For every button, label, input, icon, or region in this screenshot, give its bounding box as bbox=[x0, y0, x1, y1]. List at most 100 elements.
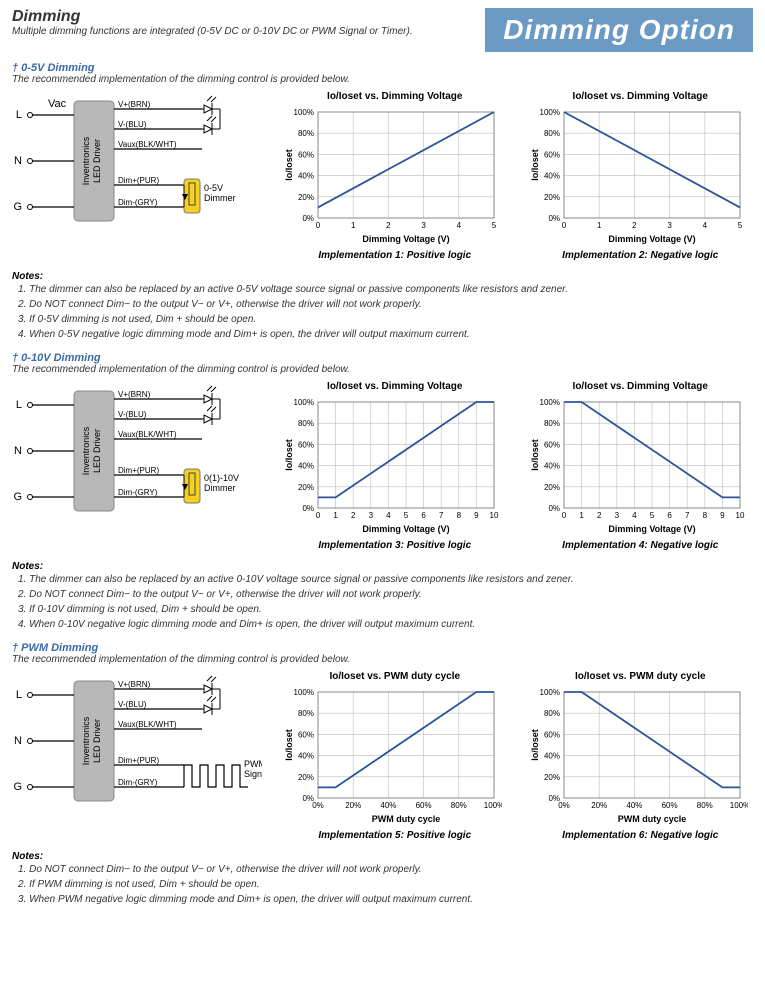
svg-text:3: 3 bbox=[369, 511, 374, 520]
svg-text:Io/Ioset: Io/Ioset bbox=[530, 149, 540, 181]
svg-text:40%: 40% bbox=[543, 752, 559, 761]
svg-text:Dimming Voltage (V): Dimming Voltage (V) bbox=[608, 234, 695, 244]
svg-text:5: 5 bbox=[404, 511, 409, 520]
svg-text:0-5V: 0-5V bbox=[204, 183, 223, 193]
chart-caption: Implementation 6: Negative logic bbox=[528, 830, 754, 841]
svg-text:G: G bbox=[13, 201, 22, 213]
note-item: 4. When 0-10V negative logic dimming mod… bbox=[18, 617, 753, 632]
svg-text:20%: 20% bbox=[298, 193, 314, 202]
svg-text:20%: 20% bbox=[345, 801, 361, 810]
svg-text:100%: 100% bbox=[294, 688, 314, 697]
note-item: 2. Do NOT connect Dim− to the output V− … bbox=[18, 587, 753, 602]
note-item: 3. When PWM negative logic dimming mode … bbox=[18, 892, 753, 907]
svg-text:4: 4 bbox=[457, 221, 462, 230]
svg-text:PWM duty cycle: PWM duty cycle bbox=[617, 814, 686, 824]
svg-text:4: 4 bbox=[386, 511, 391, 520]
svg-text:20%: 20% bbox=[543, 193, 559, 202]
chart: 0%20%40%60%80%100%012345Dimming Voltage … bbox=[282, 106, 502, 246]
svg-text:Dim+(PUR): Dim+(PUR) bbox=[118, 176, 159, 185]
svg-text:V-(BLU): V-(BLU) bbox=[118, 120, 147, 129]
svg-text:5: 5 bbox=[737, 221, 742, 230]
svg-text:6: 6 bbox=[667, 511, 672, 520]
svg-text:Io/Ioset: Io/Ioset bbox=[530, 439, 540, 471]
svg-text:0: 0 bbox=[316, 221, 321, 230]
svg-text:4: 4 bbox=[632, 511, 637, 520]
svg-text:3: 3 bbox=[667, 221, 672, 230]
svg-text:8: 8 bbox=[702, 511, 707, 520]
svg-text:60%: 60% bbox=[661, 801, 677, 810]
notes-heading: Notes: bbox=[12, 851, 753, 862]
svg-text:10: 10 bbox=[490, 511, 499, 520]
svg-text:Io/Ioset: Io/Ioset bbox=[530, 729, 540, 761]
chart: 0%20%40%60%80%100%0%20%40%60%80%100%PWM … bbox=[282, 686, 502, 826]
svg-text:6: 6 bbox=[421, 511, 426, 520]
note-item: 1. Do NOT connect Dim− to the output V− … bbox=[18, 862, 753, 877]
chart: 0%20%40%60%80%100%012345678910Dimming Vo… bbox=[282, 396, 502, 536]
chart-caption: Implementation 1: Positive logic bbox=[282, 250, 508, 261]
wiring-diagram: InventronicsLED DriverLNGV+(BRN)V-(BLU)V… bbox=[12, 381, 262, 521]
svg-text:80%: 80% bbox=[543, 709, 559, 718]
section-intro: The recommended implementation of the di… bbox=[12, 74, 753, 85]
svg-text:0%: 0% bbox=[558, 801, 570, 810]
svg-text:100%: 100% bbox=[729, 801, 747, 810]
svg-text:10: 10 bbox=[735, 511, 744, 520]
svg-text:Dimmer: Dimmer bbox=[204, 193, 236, 203]
svg-text:0%: 0% bbox=[548, 504, 560, 513]
svg-text:80%: 80% bbox=[451, 801, 467, 810]
svg-text:40%: 40% bbox=[298, 172, 314, 181]
chart-block: Io/Ioset vs. PWM duty cycle0%20%40%60%80… bbox=[528, 671, 754, 841]
svg-text:3: 3 bbox=[421, 221, 426, 230]
svg-text:Inventronics: Inventronics bbox=[81, 426, 91, 475]
svg-text:80%: 80% bbox=[696, 801, 712, 810]
svg-text:20%: 20% bbox=[298, 483, 314, 492]
svg-text:Inventronics: Inventronics bbox=[81, 716, 91, 765]
note-item: 1. The dimmer can also be replaced by an… bbox=[18, 572, 753, 587]
svg-text:100%: 100% bbox=[539, 398, 559, 407]
svg-text:Dim-(GRY): Dim-(GRY) bbox=[118, 198, 158, 207]
svg-text:80%: 80% bbox=[543, 419, 559, 428]
svg-text:80%: 80% bbox=[543, 129, 559, 138]
svg-text:L: L bbox=[16, 109, 22, 121]
svg-text:0%: 0% bbox=[548, 214, 560, 223]
svg-text:20%: 20% bbox=[591, 801, 607, 810]
svg-text:Dim+(PUR): Dim+(PUR) bbox=[118, 466, 159, 475]
svg-text:Dim-(GRY): Dim-(GRY) bbox=[118, 778, 158, 787]
wiring-diagram: InventronicsLED DriverLNGV+(BRN)V-(BLU)V… bbox=[12, 671, 262, 811]
section-intro: The recommended implementation of the di… bbox=[12, 654, 753, 665]
svg-text:5: 5 bbox=[492, 221, 497, 230]
svg-text:60%: 60% bbox=[543, 730, 559, 739]
chart-caption: Implementation 5: Positive logic bbox=[282, 830, 508, 841]
svg-text:V+(BRN): V+(BRN) bbox=[118, 100, 151, 109]
svg-text:Dim-(GRY): Dim-(GRY) bbox=[118, 488, 158, 497]
svg-text:Dimming Voltage (V): Dimming Voltage (V) bbox=[608, 524, 695, 534]
svg-text:Vaux(BLK/WHT): Vaux(BLK/WHT) bbox=[118, 430, 177, 439]
svg-text:0: 0 bbox=[561, 511, 566, 520]
chart: 0%20%40%60%80%100%012345678910Dimming Vo… bbox=[528, 396, 748, 536]
note-item: 1. The dimmer can also be replaced by an… bbox=[18, 282, 753, 297]
svg-text:8: 8 bbox=[457, 511, 462, 520]
svg-text:7: 7 bbox=[684, 511, 689, 520]
svg-text:2: 2 bbox=[351, 511, 356, 520]
svg-text:80%: 80% bbox=[298, 709, 314, 718]
svg-text:0%: 0% bbox=[302, 504, 314, 513]
svg-text:Io/Ioset: Io/Ioset bbox=[284, 149, 294, 181]
svg-text:L: L bbox=[16, 399, 22, 411]
note-item: 2. If PWM dimming is not used, Dim + sho… bbox=[18, 877, 753, 892]
svg-text:G: G bbox=[13, 781, 22, 793]
chart-title: Io/Ioset vs. PWM duty cycle bbox=[282, 671, 508, 682]
svg-text:V+(BRN): V+(BRN) bbox=[118, 390, 151, 399]
svg-text:60%: 60% bbox=[543, 150, 559, 159]
svg-text:N: N bbox=[14, 445, 22, 457]
chart-caption: Implementation 3: Positive logic bbox=[282, 540, 508, 551]
svg-text:80%: 80% bbox=[298, 129, 314, 138]
chart-block: Io/Ioset vs. Dimming Voltage0%20%40%60%8… bbox=[282, 381, 508, 551]
banner: Dimming Option bbox=[485, 8, 753, 52]
note-item: 4. When 0-5V negative logic dimming mode… bbox=[18, 327, 753, 342]
svg-text:4: 4 bbox=[702, 221, 707, 230]
svg-text:20%: 20% bbox=[543, 773, 559, 782]
note-item: 3. If 0-5V dimming is not used, Dim + sh… bbox=[18, 312, 753, 327]
svg-text:40%: 40% bbox=[298, 462, 314, 471]
svg-text:40%: 40% bbox=[298, 752, 314, 761]
svg-text:Dim+(PUR): Dim+(PUR) bbox=[118, 756, 159, 765]
note-item: 2. Do NOT connect Dim− to the output V− … bbox=[18, 297, 753, 312]
